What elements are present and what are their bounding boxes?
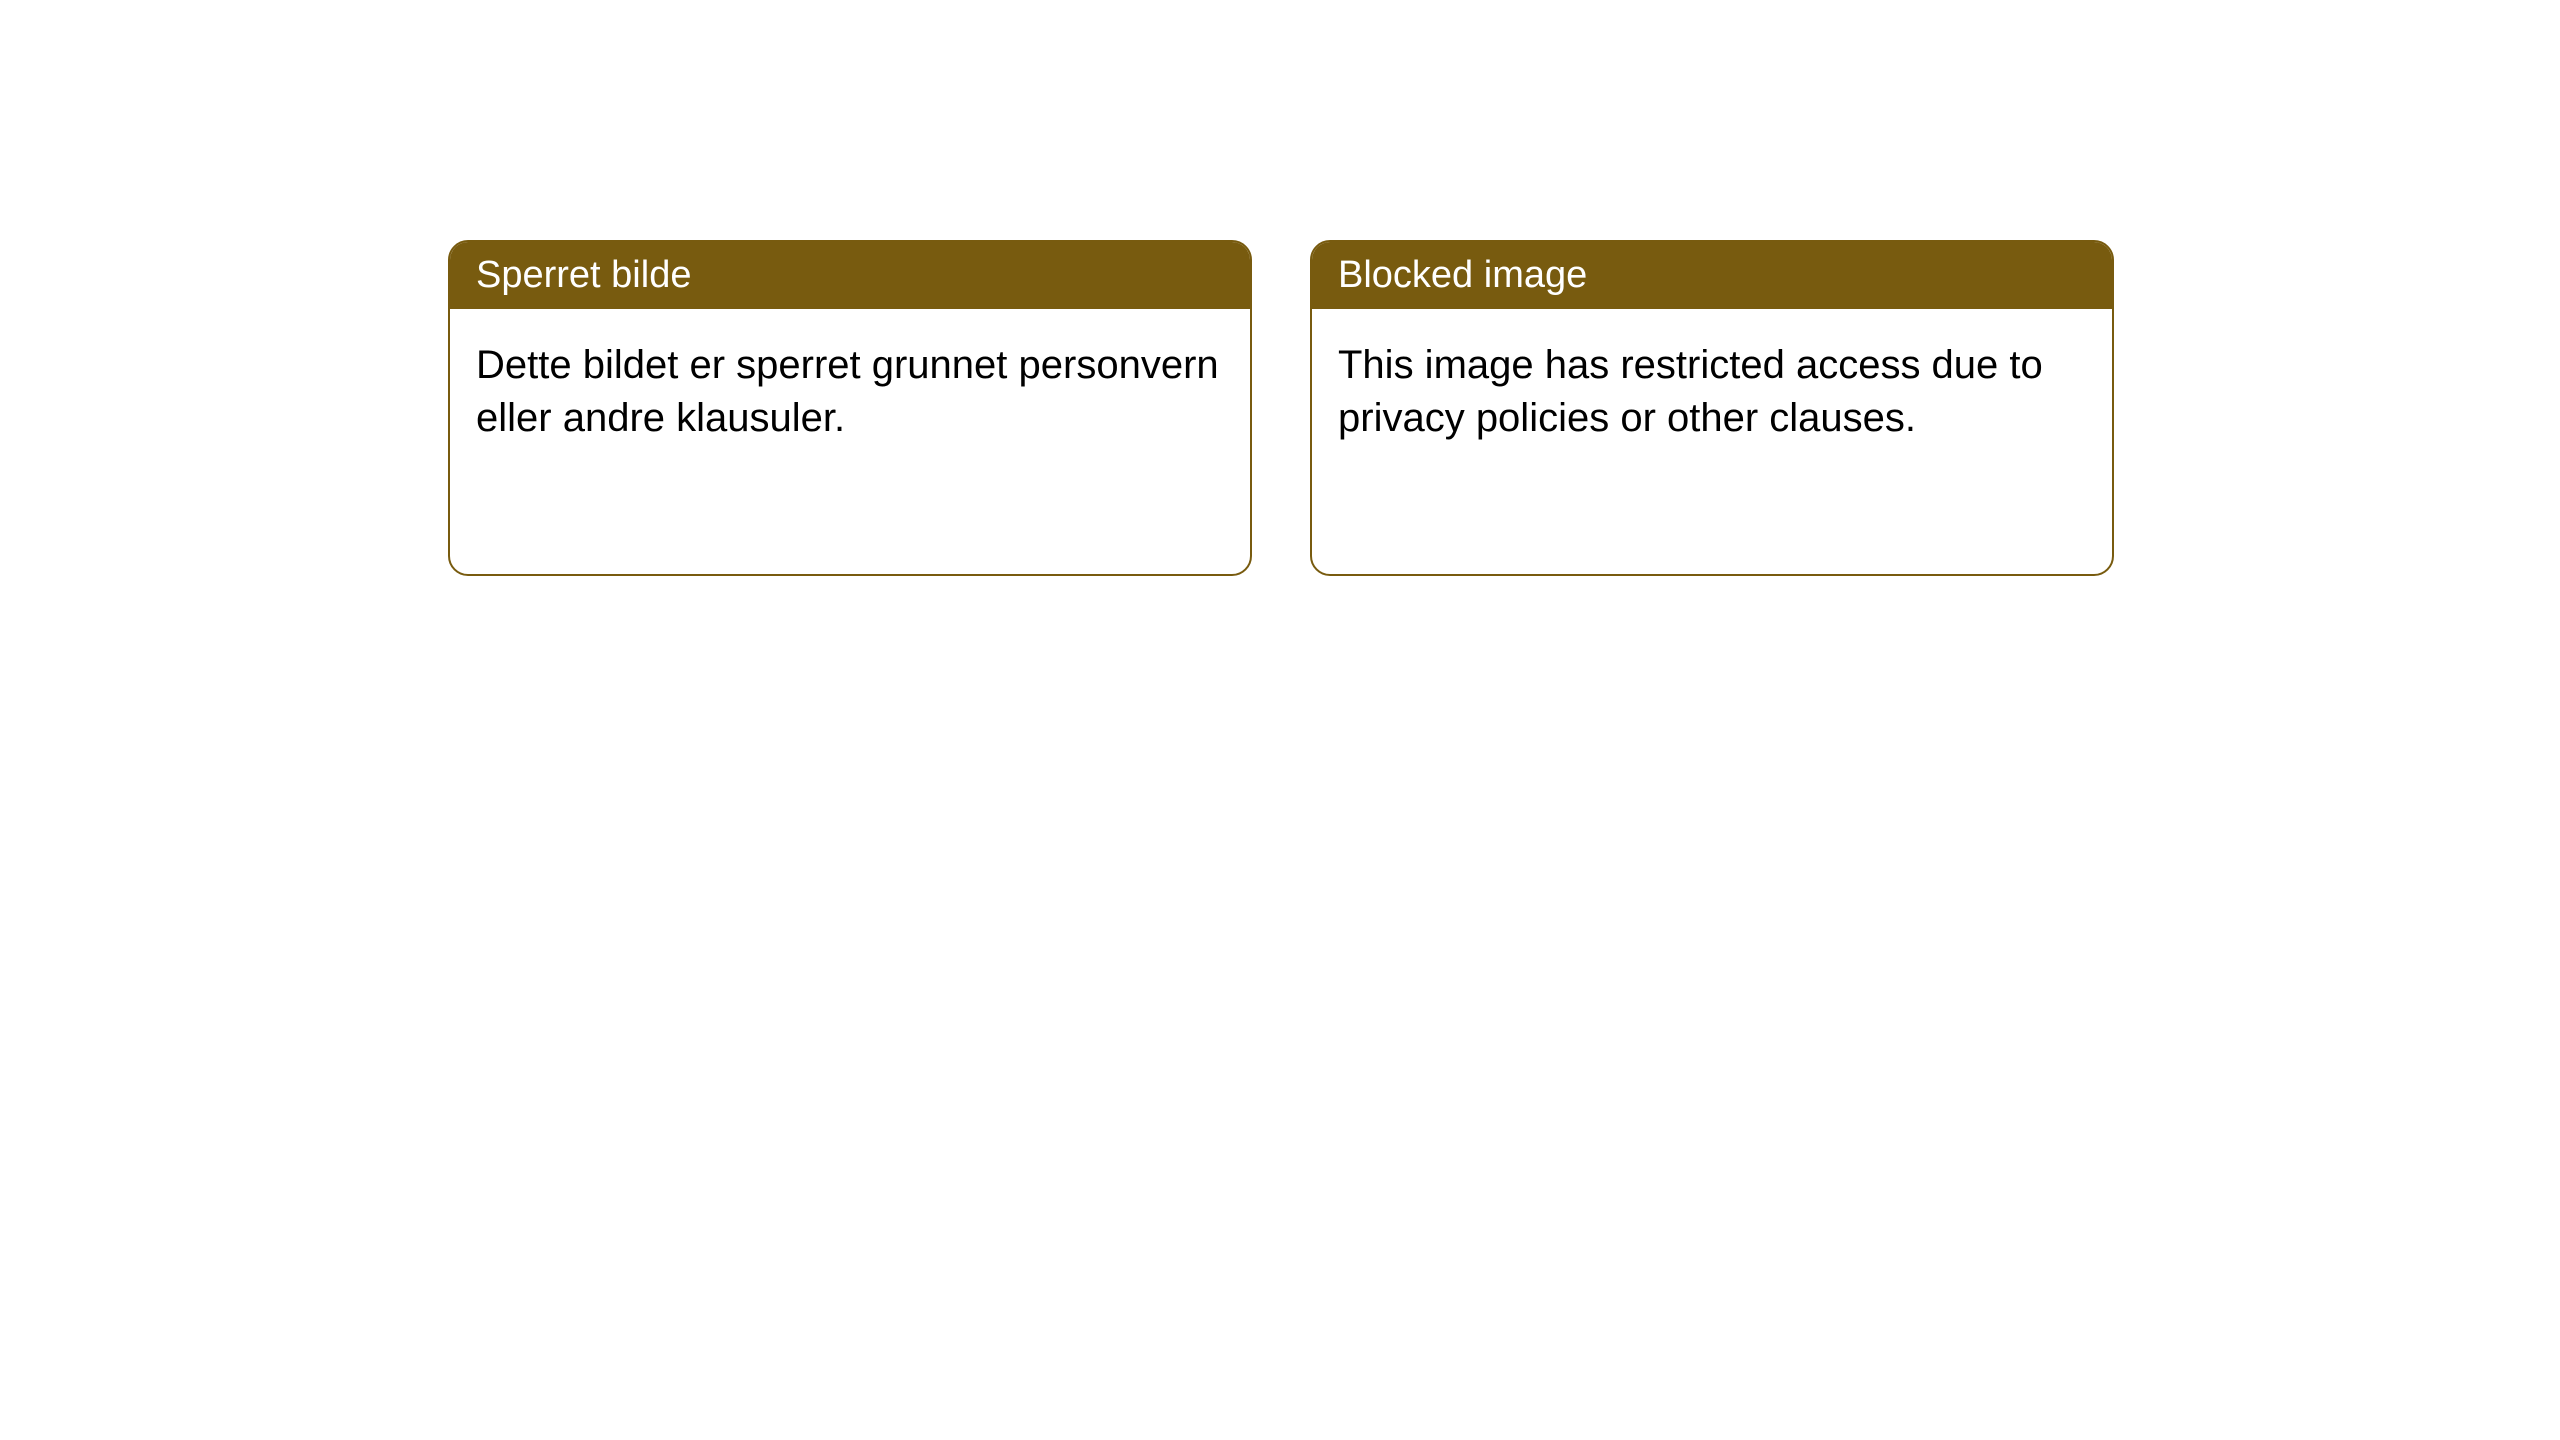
notice-header: Blocked image xyxy=(1312,242,2112,309)
notice-body: This image has restricted access due to … xyxy=(1312,309,2112,475)
notice-body: Dette bildet er sperret grunnet personve… xyxy=(450,309,1250,475)
notice-card-norwegian: Sperret bilde Dette bildet er sperret gr… xyxy=(448,240,1252,576)
notice-header: Sperret bilde xyxy=(450,242,1250,309)
notice-container: Sperret bilde Dette bildet er sperret gr… xyxy=(0,0,2560,576)
notice-card-english: Blocked image This image has restricted … xyxy=(1310,240,2114,576)
